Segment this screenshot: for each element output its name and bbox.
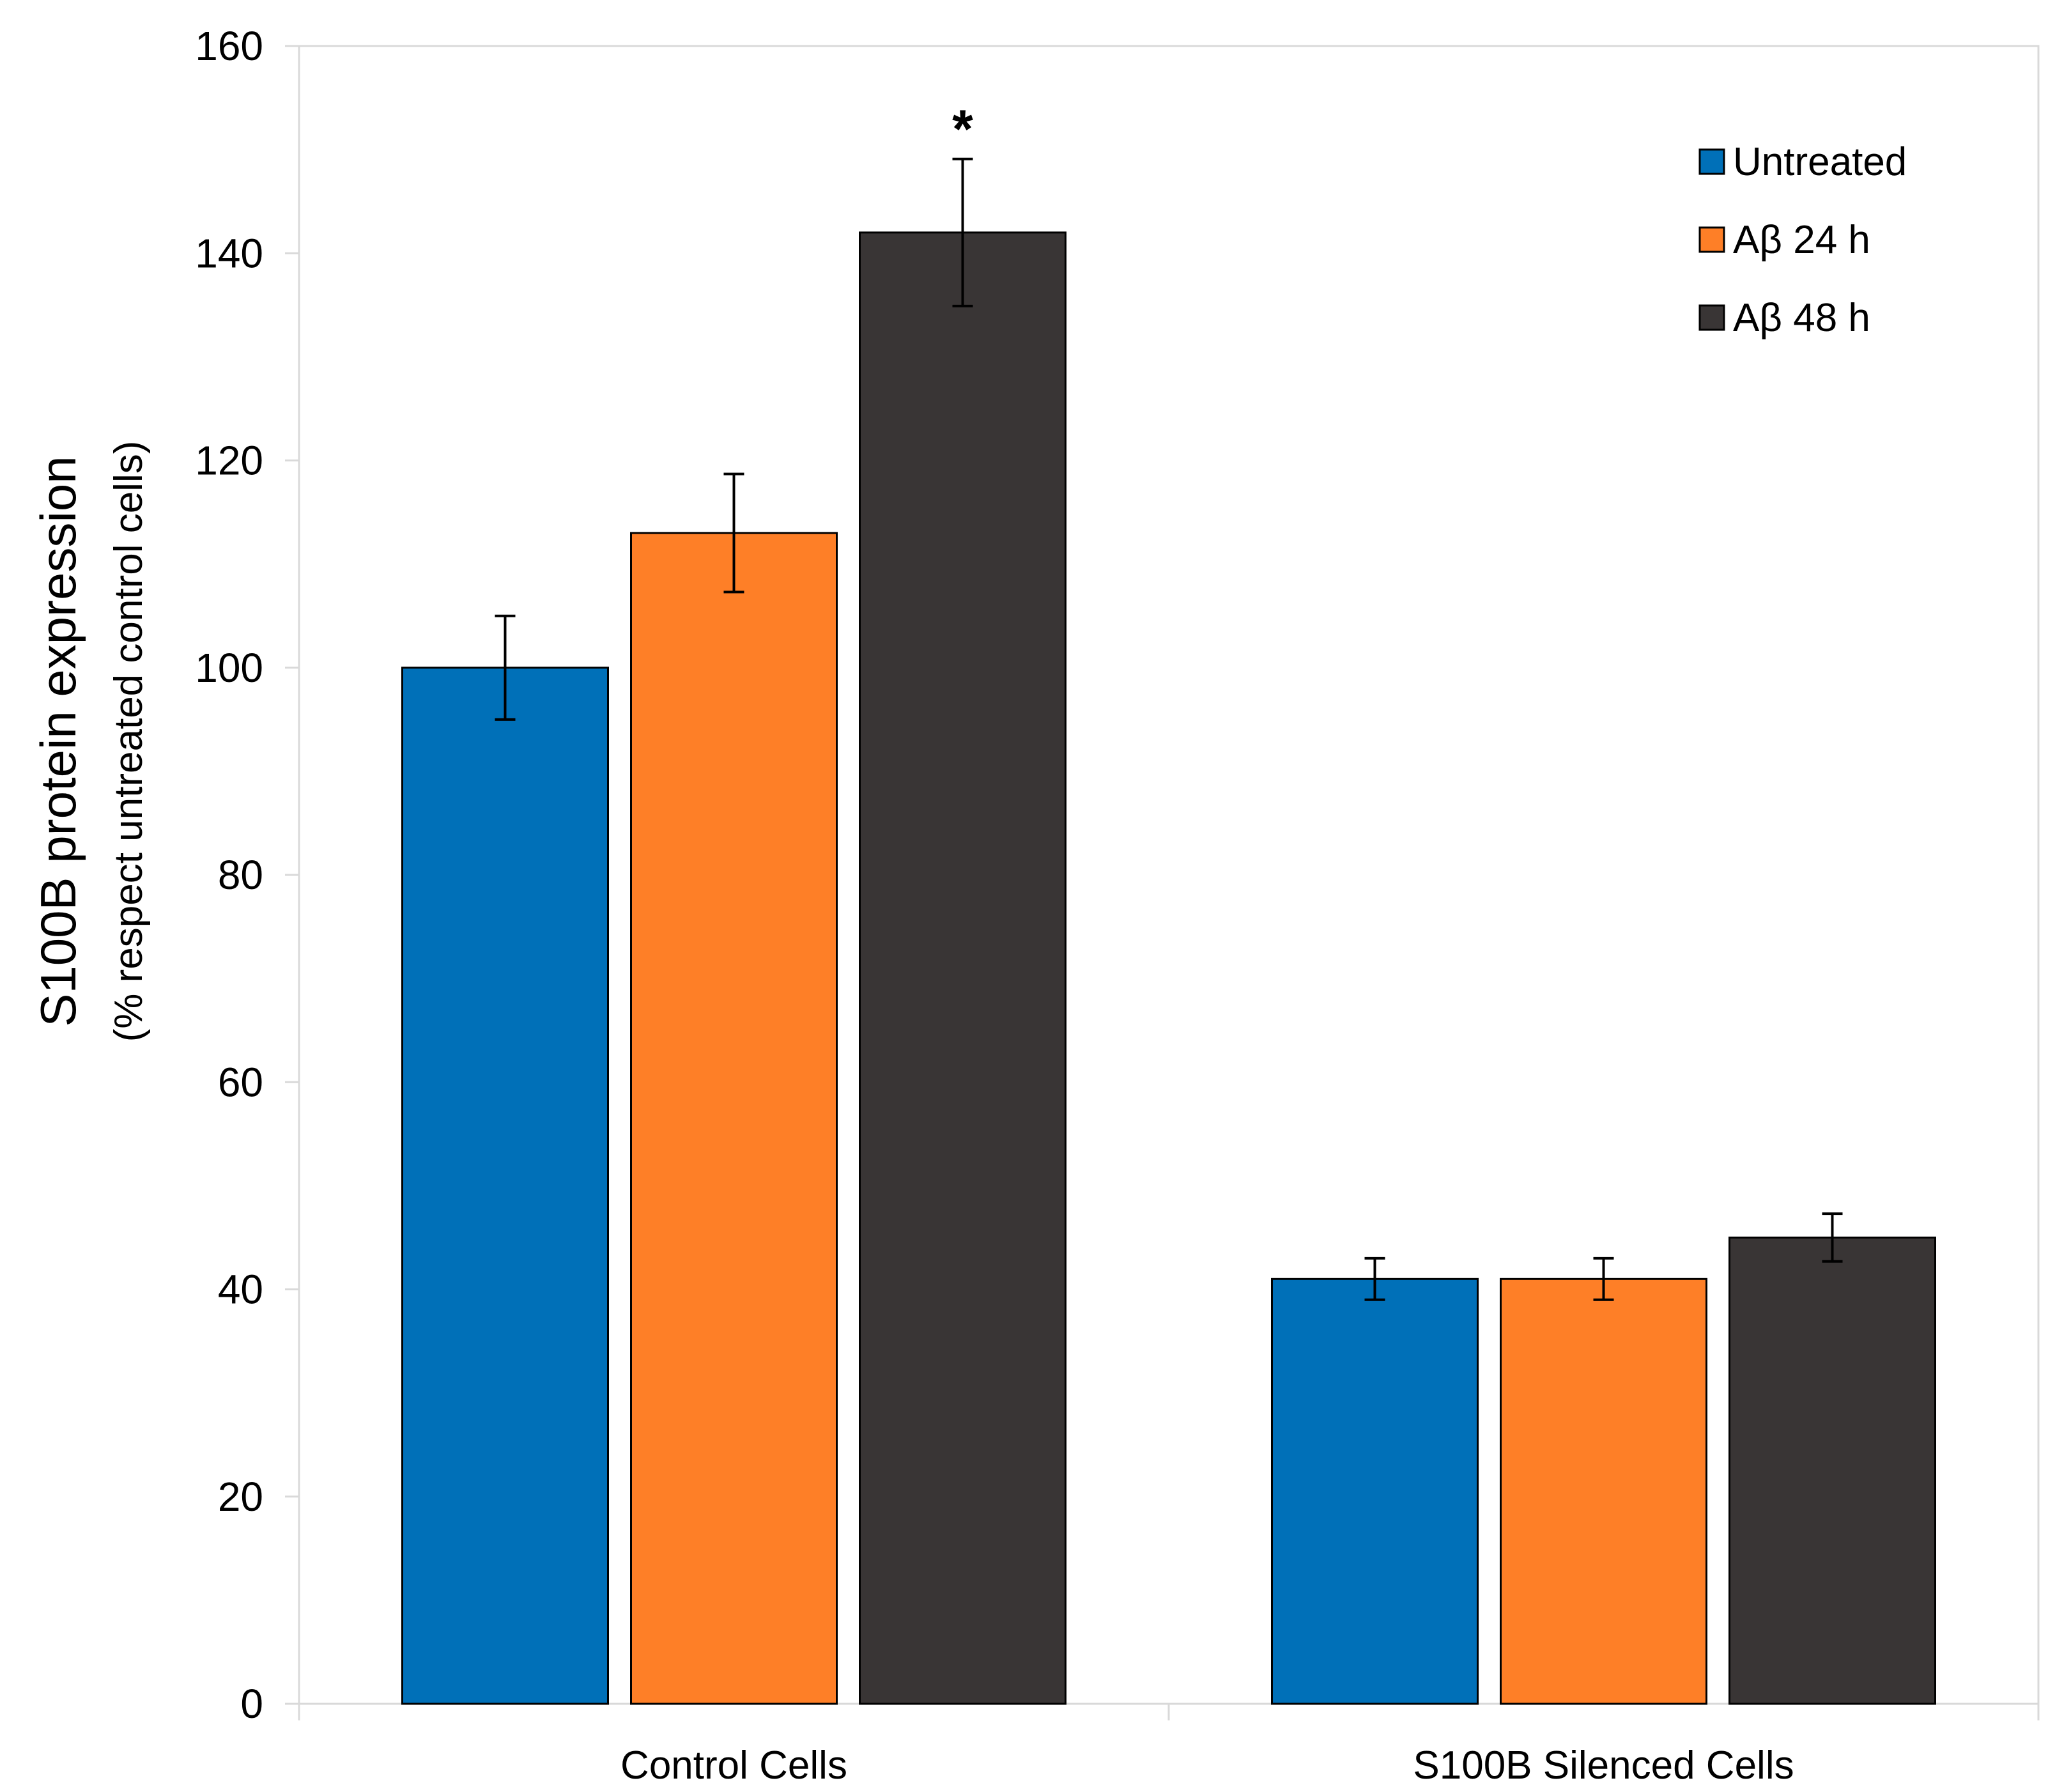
legend-swatch bbox=[1698, 148, 1725, 175]
bar-group bbox=[401, 231, 1936, 1705]
legend-swatch bbox=[1698, 304, 1725, 331]
bar bbox=[859, 231, 1066, 1705]
legend: Untreated Aβ 24 h Aβ 48 h bbox=[1698, 140, 1907, 340]
annotation-group: * bbox=[952, 99, 973, 159]
y-tick-label: 80 bbox=[218, 852, 263, 898]
bar bbox=[1500, 1278, 1707, 1705]
y-tick-label: 0 bbox=[240, 1681, 263, 1727]
y-tick-label: 40 bbox=[218, 1267, 263, 1313]
bar bbox=[1271, 1278, 1479, 1705]
error-bar-group bbox=[495, 157, 1843, 1301]
legend-label: Aβ 48 h bbox=[1733, 296, 1870, 340]
significance-marker: * bbox=[952, 99, 973, 159]
bar bbox=[401, 667, 609, 1705]
x-tick-label: Control Cells bbox=[620, 1743, 847, 1788]
y-axis-label: S100B protein expression bbox=[30, 456, 86, 1026]
y-axis-title: S100B protein expression bbox=[30, 456, 86, 1026]
y-axis-sublabel: (% respect untreated control cells) bbox=[107, 441, 151, 1042]
legend-label: Aβ 24 h bbox=[1733, 218, 1870, 262]
legend-label: Untreated bbox=[1733, 140, 1907, 184]
x-tick-label: S100B Silenced Cells bbox=[1413, 1743, 1794, 1788]
y-tick-label: 120 bbox=[195, 438, 263, 484]
y-tick-label: 160 bbox=[195, 23, 263, 69]
y-tick-label: 60 bbox=[218, 1059, 263, 1105]
bar bbox=[1728, 1236, 1936, 1705]
bar bbox=[630, 532, 838, 1705]
y-axis-subtitle: (% respect untreated control cells) bbox=[107, 441, 151, 1042]
y-tick-label: 100 bbox=[195, 645, 263, 691]
y-axis: 0 20 40 60 80 100 120 140 160 bbox=[195, 23, 299, 1727]
y-tick-label: 20 bbox=[218, 1474, 263, 1520]
legend-swatch bbox=[1698, 226, 1725, 253]
y-tick-label: 140 bbox=[195, 230, 263, 276]
